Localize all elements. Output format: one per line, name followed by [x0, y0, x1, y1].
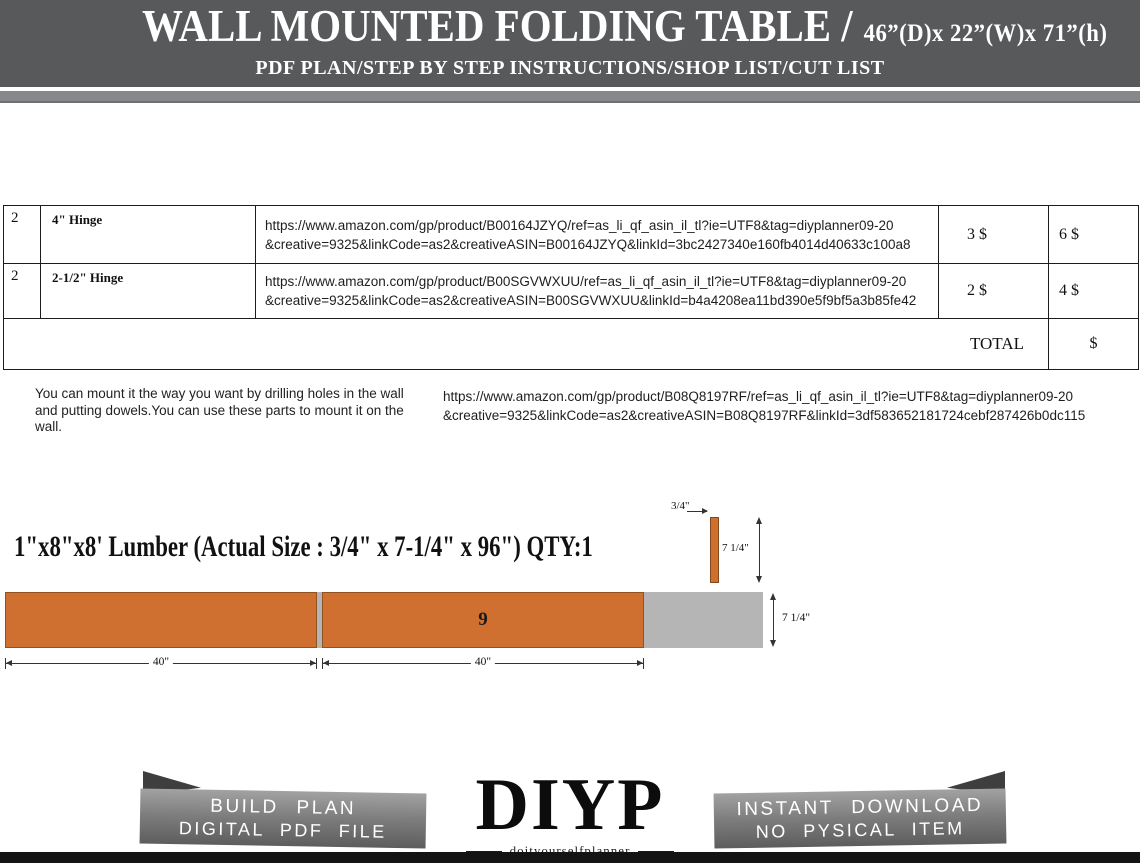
- piece-2-length-label: 40": [470, 656, 496, 668]
- cross-section-board: [710, 517, 719, 583]
- lumber-heading: 1"x8"x8' Lumber (Actual Size : 3/4" x 7-…: [14, 530, 593, 563]
- item-url-link[interactable]: https://www.amazon.com/gp/product/B00164…: [265, 217, 894, 233]
- cross-section-width-label: 7 1/4": [722, 542, 749, 554]
- header-subtitle: PDF PLAN/STEP BY STEP INSTRUCTIONS/SHOP …: [255, 57, 885, 79]
- unit-price-cell: 2 $: [938, 263, 1049, 319]
- header-banner: WALL MOUNTED FOLDING TABLE / 46”(D)x 22”…: [0, 0, 1140, 87]
- row-total-price-cell: 4 $: [1048, 263, 1139, 319]
- row-total-price-cell: 6 $: [1048, 205, 1139, 264]
- item-url-cell: https://www.amazon.com/gp/product/B00SGV…: [255, 263, 939, 319]
- mounting-parts-url: https://www.amazon.com/gp/product/B08Q81…: [443, 387, 1085, 425]
- build-plan-ribbon: BUILD PLAN DIGITAL PDF FILE: [139, 788, 427, 849]
- title-text: WALL MOUNTED FOLDING TABLE /: [142, 1, 853, 51]
- page-title: WALL MOUNTED FOLDING TABLE / 46”(D)x 22”…: [142, 0, 1107, 52]
- total-label-cell: TOTAL: [3, 318, 1049, 370]
- board-piece-2: 9: [322, 592, 644, 648]
- qty-cell: 2: [3, 205, 41, 264]
- thickness-dim-label: 3/4": [671, 500, 690, 512]
- item-url-link[interactable]: &creative=9325&linkCode=as2&creativeASIN…: [265, 236, 911, 252]
- lumber-board: 9: [5, 592, 763, 648]
- title-dimensions: 46”(D)x 22”(W)x 71”(h): [863, 20, 1108, 47]
- item-url-link[interactable]: &creative=9325&linkCode=as2&creativeASIN…: [265, 293, 917, 308]
- item-url-link[interactable]: https://www.amazon.com/gp/product/B00SGV…: [265, 274, 907, 289]
- url-link[interactable]: &creative=9325&linkCode=as2&creativeASIN…: [443, 408, 1086, 423]
- item-name-cell: 2-1/2" Hinge: [40, 263, 256, 319]
- total-row: TOTAL $: [3, 318, 1139, 370]
- url-link[interactable]: https://www.amazon.com/gp/product/B08Q81…: [443, 389, 1073, 404]
- instant-download-ribbon: INSTANT DOWNLOAD NO PYSICAL ITEM: [713, 788, 1007, 849]
- board-width-dim: [767, 593, 780, 647]
- dash-line-icon: [638, 850, 675, 852]
- item-name-cell: 4" Hinge: [40, 205, 256, 264]
- diyp-logo: DIYP doityourselfplanner: [420, 768, 720, 859]
- qty-cell: 2: [3, 263, 41, 319]
- thickness-dim-arrow-icon: [687, 508, 708, 514]
- logo-text: DIYP: [475, 764, 665, 846]
- total-value-cell: $: [1048, 318, 1139, 370]
- table-row: 2 2-1/2" Hinge https://www.amazon.com/gp…: [3, 263, 1139, 319]
- piece-2-length-dim: 40": [322, 655, 644, 671]
- cross-section-width-dim: [753, 517, 766, 583]
- piece-1-length-label: 40": [148, 656, 174, 668]
- ribbon-line-2: NO PYSICAL ITEM: [755, 817, 965, 842]
- table-row: 2 4" Hinge https://www.amazon.com/gp/pro…: [3, 205, 1139, 264]
- dimension-line: [773, 595, 774, 645]
- item-url-cell: https://www.amazon.com/gp/product/B00164…: [255, 205, 939, 264]
- unit-price-cell: 3 $: [938, 205, 1049, 264]
- dash-line-icon: [465, 850, 502, 852]
- piece-number-label: 9: [478, 609, 488, 630]
- parts-table: 2 4" Hinge https://www.amazon.com/gp/pro…: [3, 205, 1139, 370]
- bottom-bar: [0, 852, 1140, 863]
- board-piece-1: [5, 592, 317, 648]
- board-width-label: 7 1/4": [782, 612, 811, 624]
- ribbon-line-2: DIGITAL PDF FILE: [178, 817, 387, 842]
- header-stripe: [0, 91, 1140, 103]
- mounting-note: You can mount it the way you want by dri…: [35, 386, 404, 434]
- dimension-line: [759, 519, 760, 581]
- piece-1-length-dim: 40": [5, 655, 317, 671]
